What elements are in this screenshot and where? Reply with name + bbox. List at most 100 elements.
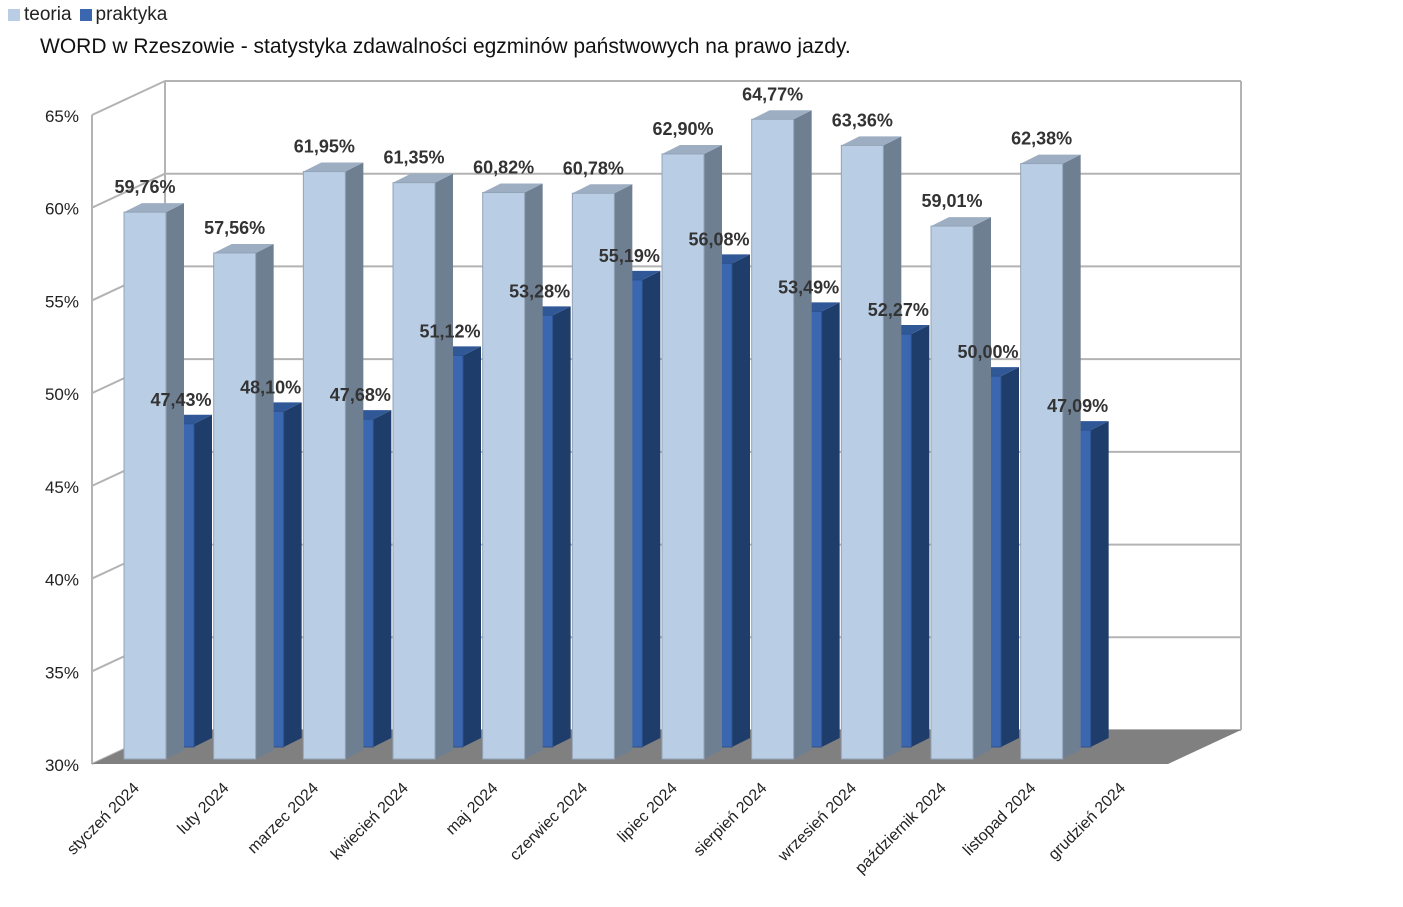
y-tick-label: 45% (45, 478, 79, 497)
bar-teoria-sierpien-2024-side (793, 110, 812, 760)
bar-teoria-czerwiec-2024-top (572, 184, 633, 194)
bar-praktyka-styczen-2024-side (194, 414, 212, 747)
y-tick-label: 40% (45, 571, 79, 590)
bar-teoria-sierpien-2024-top (751, 110, 812, 120)
legend-swatch-praktyka (79, 9, 92, 21)
bar-teoria-czerwiec-2024-side (614, 184, 633, 759)
bar-teoria-marzec-2024 (302, 162, 364, 760)
bar-teoria-listopad-2024-front (1020, 163, 1064, 760)
legend-item-teoria: teoria (8, 4, 72, 26)
y-tick-label: 65% (45, 107, 79, 126)
data-label-praktyka: 56,08% (688, 229, 749, 249)
bar-teoria-pazdziernik-2024-side (973, 217, 991, 759)
data-label-teoria: 57,56% (204, 218, 265, 238)
bar-teoria-listopad-2024-top (1020, 154, 1081, 164)
bar-teoria-lipiec-2024-top (662, 144, 722, 154)
bar-teoria-wrzesien-2024-top (841, 136, 902, 146)
data-label-teoria: 60,78% (563, 158, 624, 178)
data-label-teoria: 61,95% (294, 137, 355, 157)
data-label-teoria: 62,38% (1011, 129, 1072, 149)
bar-teoria-marzec-2024-side (345, 162, 364, 759)
bar-teoria-kwiecien-2024 (392, 173, 453, 760)
legend-swatch-teoria (8, 9, 20, 21)
x-tick-label: styczeń 2024 (64, 780, 143, 859)
data-label-praktyka: 47,43% (150, 390, 211, 410)
bar-teoria-czerwiec-2024 (571, 184, 633, 760)
data-label-teoria: 59,76% (114, 177, 175, 197)
y-tick-label: 60% (45, 200, 79, 219)
bar-teoria-styczen-2024-top (124, 203, 184, 213)
bar-teoria-styczen-2024-side (166, 203, 184, 760)
data-label-praktyka: 53,49% (778, 277, 839, 297)
x-tick-label: wrzesień 2024 (774, 780, 860, 866)
bar-praktyka-czerwiec-2024-side (642, 270, 661, 747)
bar-praktyka-wrzesien-2024-side (911, 325, 930, 747)
bar-teoria-luty-2024-side (255, 243, 274, 759)
data-label-teoria: 60,82% (473, 158, 534, 178)
data-label-teoria: 64,77% (742, 84, 803, 104)
x-tick-label: luty 2024 (175, 780, 233, 838)
bar-teoria-maj-2024-front (482, 192, 526, 760)
data-label-teoria: 61,35% (383, 148, 444, 168)
x-tick-label: czerwiec 2024 (507, 780, 591, 864)
bar-teoria-maj-2024-side (524, 183, 543, 759)
data-label-praktyka: 52,27% (868, 300, 929, 320)
bar-teoria-pazdziernik-2024-front (930, 225, 974, 760)
bar-praktyka-luty-2024-side (283, 402, 302, 747)
x-tick-label: sierpień 2024 (691, 780, 771, 860)
bar-praktyka-pazdziernik-2024-side (1001, 367, 1019, 747)
bar-praktyka-listopad-2024-side (1090, 421, 1109, 747)
data-label-praktyka: 53,28% (509, 281, 570, 301)
x-tick-label: październik 2024 (852, 780, 950, 878)
x-tick-label: maj 2024 (443, 780, 502, 839)
bar-teoria-styczen-2024 (123, 203, 184, 760)
bar-teoria-lipiec-2024-side (704, 144, 722, 759)
chart-title: WORD w Rzeszowie - statystyka zdawalnośc… (40, 35, 851, 58)
gridline-side (91, 80, 166, 116)
x-tick-label: lipiec 2024 (615, 780, 681, 846)
data-label-praktyka: 48,10% (240, 377, 301, 397)
bar-teoria-pazdziernik-2024 (930, 217, 991, 760)
y-tick-label: 50% (45, 385, 79, 404)
bar-teoria-wrzesien-2024-side (883, 136, 902, 759)
bar-teoria-marzec-2024-front (302, 171, 346, 760)
legend-label-praktyka: praktyka (95, 4, 168, 25)
bar-praktyka-maj-2024-side (552, 306, 571, 747)
bar-praktyka-kwiecien-2024-side (463, 346, 481, 747)
bar-teoria-listopad-2024-side (1062, 154, 1081, 760)
y-tick-label: 30% (45, 756, 79, 775)
bar-teoria-lipiec-2024 (661, 144, 722, 760)
bar-teoria-wrzesien-2024 (840, 136, 902, 760)
data-label-teoria: 62,90% (652, 119, 713, 139)
y-tick-label: 35% (45, 663, 79, 682)
data-label-praktyka: 51,12% (419, 321, 480, 341)
legend-item-praktyka: praktyka (79, 4, 168, 26)
bar-teoria-styczen-2024-front (123, 211, 167, 760)
data-label-praktyka: 55,19% (599, 246, 660, 266)
bar-teoria-czerwiec-2024-front (571, 192, 615, 760)
bar-teoria-listopad-2024 (1020, 154, 1081, 760)
data-label-praktyka: 47,09% (1047, 396, 1108, 416)
bar-teoria-kwiecien-2024-front (392, 182, 436, 760)
legend: teoria praktyka (8, 4, 175, 26)
data-label-teoria: 59,01% (921, 191, 982, 211)
data-label-teoria: 63,36% (832, 110, 893, 130)
bar-teoria-luty-2024 (213, 243, 274, 760)
bar-teoria-lipiec-2024-front (661, 153, 705, 760)
y-tick-label: 55% (45, 292, 79, 311)
bar-praktyka-marzec-2024-side (373, 410, 392, 747)
bar-praktyka-lipiec-2024-side (732, 254, 750, 747)
x-tick-label: grudzień 2024 (1045, 780, 1129, 864)
legend-label-teoria: teoria (24, 4, 72, 25)
bar-teoria-sierpien-2024-front (751, 118, 795, 760)
bar-teoria-luty-2024-top (213, 243, 274, 253)
bar-praktyka-sierpien-2024-side (821, 302, 840, 747)
bar-teoria-kwiecien-2024-side (435, 173, 453, 760)
bar-teoria-kwiecien-2024-top (393, 173, 453, 183)
x-tick-label: marzec 2024 (245, 780, 322, 857)
x-tick-label: kwiecień 2024 (328, 780, 412, 864)
gridline-side (91, 172, 166, 209)
bar-teoria-sierpien-2024 (751, 110, 812, 760)
x-tick-label: listopad 2024 (960, 780, 1039, 859)
